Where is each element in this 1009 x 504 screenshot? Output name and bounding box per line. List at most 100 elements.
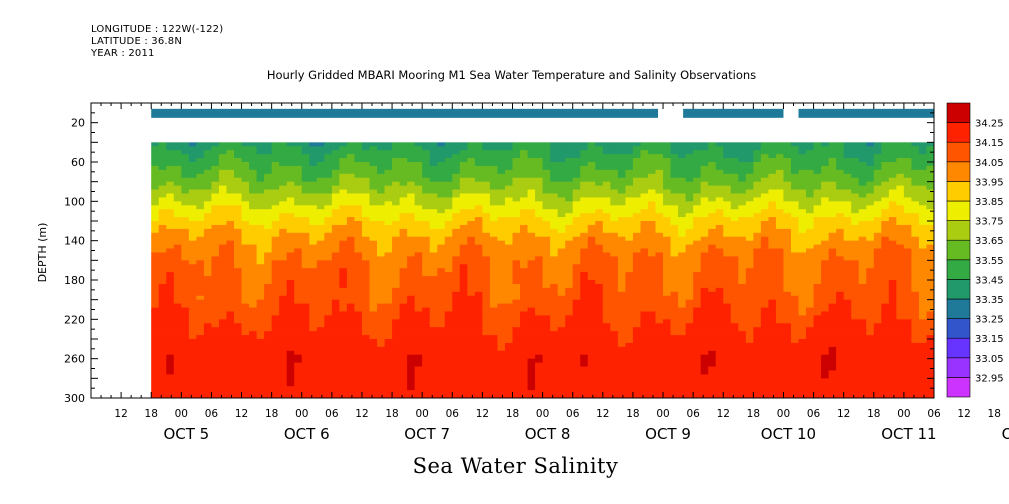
heatmap-cell [437,323,446,328]
heatmap-cell [512,197,521,202]
heatmap-cell [361,165,370,171]
heatmap-cell [264,224,273,230]
heatmap-cell [429,146,438,151]
heatmap-cell [316,358,325,363]
heatmap-cell [535,303,544,308]
heatmap-cell [429,256,438,261]
heatmap-cell [572,331,581,336]
heatmap-cell [580,390,589,395]
heatmap-cell [723,236,732,242]
heatmap-cell [354,209,363,214]
heatmap-cell [678,154,687,159]
heatmap-cell [610,154,619,159]
heatmap-cell [602,236,611,242]
heatmap-cell [489,394,498,399]
heatmap-cell [632,394,641,399]
heatmap-cell [580,217,589,222]
heatmap-cell [527,362,536,367]
heatmap-cell [173,177,182,183]
heatmap-cell [422,323,431,328]
heatmap-cell [550,374,559,379]
heatmap-cell [211,394,220,399]
heatmap-cell [437,240,446,245]
heatmap-cell [459,287,468,293]
heatmap-cell [587,342,596,348]
heatmap-cell [700,232,709,238]
heatmap-cell [392,173,400,179]
heatmap-cell [158,339,167,344]
heatmap-cell [587,307,596,312]
heatmap-cell [241,252,250,257]
heatmap-cell [399,232,408,238]
heatmap-cell [196,382,205,387]
heatmap-cell [678,150,687,155]
heatmap-cell [587,354,596,360]
heatmap-cell [527,303,536,308]
heatmap-cell [399,236,408,242]
heatmap-cell [647,240,656,245]
heatmap-cell [557,374,566,379]
heatmap-cell [377,252,385,257]
heatmap-cell [422,185,431,190]
heatmap-cell [301,319,310,324]
heatmap-cell [279,142,288,147]
heatmap-cell [700,350,709,356]
heatmap-cell [384,197,393,202]
heatmap-cell [346,268,355,273]
heatmap-cell [339,205,348,210]
heatmap-cell [429,177,438,183]
heatmap-cell [678,232,687,238]
heatmap-cell [316,193,325,198]
heatmap-cell [354,150,363,155]
heatmap-cell [663,272,671,277]
heatmap-cell [249,264,257,269]
heatmap-cell [663,165,671,171]
heatmap-cell [151,280,160,285]
heatmap-cell [279,150,288,155]
heatmap-cell [550,197,559,202]
heatmap-cell [723,169,732,175]
heatmap-cell [264,378,273,383]
heatmap-cell [294,339,303,344]
heatmap-cell [226,350,235,356]
heatmap-cell [422,358,431,363]
heatmap-cell [324,287,333,293]
heatmap-cell [173,319,182,324]
heatmap-cell [617,366,626,371]
heatmap-cell [670,165,679,171]
heatmap-cell [444,185,453,190]
heatmap-cell [188,276,197,281]
heatmap-cell [369,331,378,336]
heatmap-cell [264,394,273,399]
heatmap-cell [489,185,498,190]
heatmap-cell [226,346,235,352]
heatmap-cell [256,311,265,316]
heatmap-cell [151,299,160,304]
heatmap-cell [474,303,483,308]
heatmap-cell [663,374,671,379]
heatmap-cell [218,287,227,293]
heatmap-cell [602,197,611,202]
heatmap-cell [587,374,596,379]
heatmap-cell [580,232,589,238]
heatmap-cell [173,366,182,371]
heatmap-cell [474,370,483,375]
heatmap-cell [196,362,205,367]
heatmap-cell [610,346,619,352]
heatmap-cell [279,252,288,257]
heatmap-cell [369,256,378,261]
heatmap-cell [700,264,709,269]
heatmap-cell [414,256,423,261]
heatmap-cell [602,240,611,245]
heatmap-cell [497,315,506,320]
heatmap-cell [715,228,724,234]
heatmap-cell [542,335,551,340]
heatmap-cell [339,346,348,352]
heatmap-cell [158,146,167,151]
heatmap-cell [316,201,325,206]
heatmap-cell [346,217,355,222]
heatmap-cell [557,323,566,328]
heatmap-cell [700,342,709,348]
heatmap-cell [700,236,709,242]
heatmap-cell [663,193,671,198]
